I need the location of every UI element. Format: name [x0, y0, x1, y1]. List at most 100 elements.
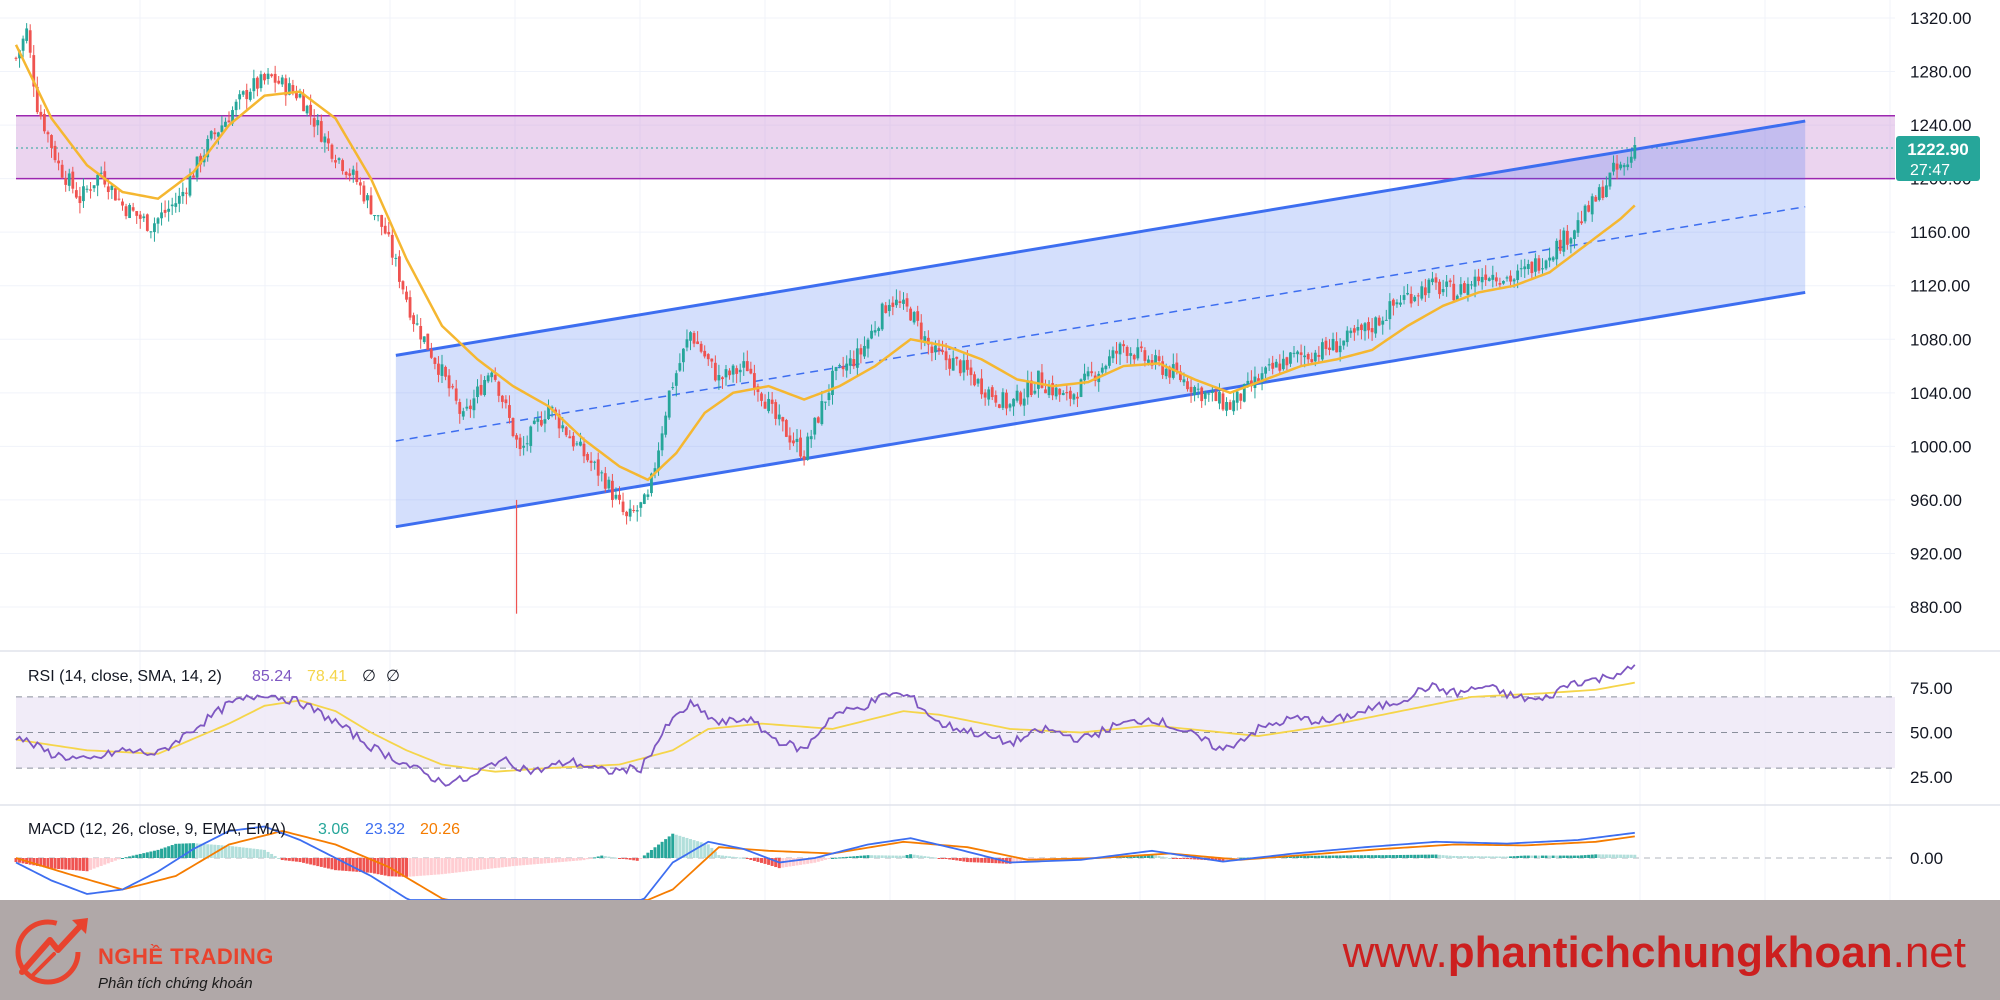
candle-body [944, 351, 948, 361]
macd-histogram-bar [554, 858, 558, 863]
candle-body [277, 80, 281, 84]
macd-histogram-bar [536, 858, 540, 865]
candle-body [618, 494, 621, 500]
candle-body [412, 315, 415, 325]
macd-histogram-bar [1480, 856, 1484, 858]
candle-body [831, 370, 834, 396]
candle-body [738, 369, 742, 373]
candle-body [969, 367, 973, 376]
candle-body [742, 361, 746, 368]
macd-histogram-bar [1501, 856, 1505, 858]
candle-body [1029, 380, 1033, 395]
macd-histogram-bar [326, 858, 330, 869]
candle-body [948, 358, 952, 369]
candle-body [515, 435, 518, 440]
macd-histogram-bar [855, 856, 859, 858]
macd-histogram-bar [135, 854, 139, 858]
candle-body [795, 438, 799, 443]
macd-histogram-bar [1292, 855, 1296, 858]
candle-body [1551, 257, 1555, 261]
macd-histogram-bar [1239, 857, 1243, 859]
macd-histogram-bar [266, 851, 270, 858]
macd-histogram-bar [586, 858, 590, 860]
candle-body [1274, 361, 1278, 368]
candle-body [845, 363, 849, 371]
candle-body [216, 132, 220, 137]
candle-body [767, 398, 770, 412]
candle-body [1232, 400, 1236, 412]
candle-body [710, 358, 714, 362]
candle-body [774, 402, 778, 419]
candle-body [1367, 321, 1370, 331]
macd-histogram-bar [128, 856, 132, 858]
footer-banner: NGHỀ TRADING Phân tích chứng khoán www.p… [0, 900, 2000, 1000]
candle-body [532, 420, 536, 424]
macd-histogram-bar [568, 858, 572, 862]
candle-body [316, 120, 320, 126]
macd-histogram-bar [980, 858, 984, 863]
candle-body [1558, 239, 1562, 251]
candle-body [902, 299, 905, 304]
macd-histogram-bar [848, 856, 852, 858]
macd-histogram-bar [284, 858, 288, 861]
macd-histogram-bar [547, 858, 550, 864]
candle-body [1516, 270, 1520, 280]
candle-body [287, 83, 291, 95]
candle-body [1427, 279, 1431, 294]
candle-body [64, 178, 68, 185]
url-suffix: .net [1892, 928, 1966, 977]
candle-body [1264, 367, 1267, 374]
macd-histogram-bar [706, 844, 710, 858]
macd-histogram-bar [681, 836, 685, 858]
candle-body [571, 435, 575, 447]
macd-histogram-bar [1381, 855, 1385, 858]
macd-histogram-bar [905, 854, 909, 858]
macd-histogram-bar [1572, 855, 1576, 858]
candle-body [295, 91, 298, 99]
rsi-tick-label: 75.00 [1910, 679, 1953, 698]
macd-histogram-bar [642, 855, 646, 858]
macd-histogram-bar [1384, 855, 1388, 858]
candle-body [1565, 230, 1569, 245]
candle-body [1629, 156, 1633, 163]
candle-body [188, 175, 192, 196]
macd-histogram-bar [96, 858, 100, 868]
macd-histogram-bar [1217, 858, 1221, 861]
macd-histogram-bar [263, 849, 266, 858]
price-tick-label: 1040.00 [1910, 384, 1971, 403]
price-tick-label: 1160.00 [1910, 223, 1970, 242]
candle-body [383, 225, 387, 234]
candle-body [57, 160, 60, 164]
macd-histogram-bar [291, 858, 295, 862]
website-url[interactable]: www.phantichchungkhoan.net [1343, 928, 1966, 978]
candle-body [344, 172, 348, 176]
candle-body [1058, 388, 1062, 395]
candle-body [1047, 385, 1051, 396]
candle-body [270, 74, 273, 77]
macd-histogram-bar [1317, 855, 1321, 858]
macd-histogram-bar [969, 858, 973, 863]
candle-body [1555, 240, 1559, 260]
candle-body [834, 367, 838, 371]
candle-body [1168, 366, 1172, 378]
candle-body [128, 204, 131, 219]
candle-body [135, 211, 139, 216]
macd-histogram-bar [1530, 855, 1534, 858]
candle-body [990, 387, 994, 398]
macd-histogram-bar [142, 853, 146, 858]
resistance-zone [16, 114, 1895, 180]
macd-histogram-bar [206, 844, 210, 858]
macd-histogram-bar [582, 858, 586, 861]
rsi-extra-1: ∅ [362, 668, 376, 685]
macd-histogram-bar [334, 858, 337, 871]
candle-body [92, 185, 96, 189]
candle-body [1580, 221, 1583, 224]
candle-body [1143, 350, 1147, 361]
candle-body [490, 372, 494, 378]
candle-body [877, 328, 881, 332]
candle-body [1218, 391, 1221, 404]
macd-histogram-bar [600, 855, 604, 858]
candle-body [784, 420, 788, 437]
candle-body [302, 94, 305, 112]
macd-histogram-bar [412, 858, 416, 877]
